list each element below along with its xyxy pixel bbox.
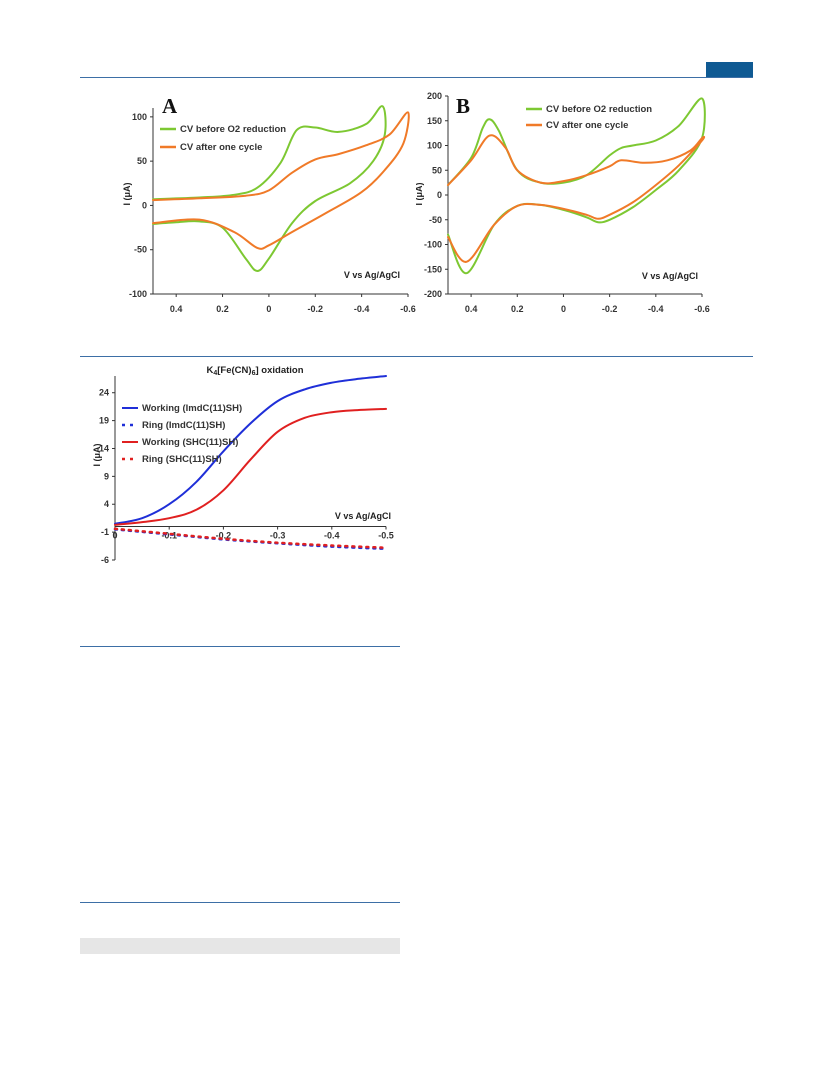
y-tick-label: 50 xyxy=(432,165,442,175)
y-tick-label: 0 xyxy=(142,200,147,210)
y-tick-label: 24 xyxy=(99,388,109,398)
chart-c-lines xyxy=(113,375,388,551)
chart-c-legend-1: Ring (ImdC(11)SH) xyxy=(142,420,225,431)
chart-b-axes: 200 150 100 50 0 -50 -100 -150 -200 0.4 0.2 0 -0.2 -0… xyxy=(424,91,710,314)
chart-c-legend-3: Ring (SHC(11)SH) xyxy=(142,454,222,465)
section-rule-3 xyxy=(80,902,400,903)
chart-a-panel-label: A xyxy=(162,94,178,118)
y-tick-label: -150 xyxy=(424,264,442,274)
header-rule xyxy=(80,77,753,78)
section-rule-2 xyxy=(80,646,400,647)
chart-c-legend-2: Working (SHC(11)SH) xyxy=(142,437,238,448)
y-tick-label: 4 xyxy=(104,499,109,509)
chart-c-legend: Working (ImdC(11)SH) Ring (ImdC(11)SH) W… xyxy=(122,403,242,465)
x-tick-label: -0.2 xyxy=(216,531,232,541)
x-tick-label: 0 xyxy=(561,304,566,314)
y-tick-label: 100 xyxy=(427,141,442,151)
x-tick-label: -0.1 xyxy=(161,531,177,541)
chart-b-panel-label: B xyxy=(456,94,470,118)
y-tick-label: 50 xyxy=(137,156,147,166)
series-line-3 xyxy=(113,527,388,549)
x-tick-label: -0.6 xyxy=(694,304,710,314)
x-tick-label: 0.2 xyxy=(511,304,524,314)
chart-b-lines xyxy=(447,97,706,275)
y-tick-label: 100 xyxy=(132,112,147,122)
chart-a-lines xyxy=(152,105,410,272)
cv-chart-a: 100 50 0 -50 -100 0.4 0.2 0 -0.2 -0.4 -0.6 A CV be… xyxy=(122,94,416,314)
chart-a-ylabel: I (μA) xyxy=(122,182,132,205)
cv-chart-b: 200 150 100 50 0 -50 -100 -150 -200 0.4 0.2 0 -0.2 -0… xyxy=(416,91,710,314)
x-tick-label: -0.2 xyxy=(308,304,324,314)
chart-b-ylabel: I (μA) xyxy=(416,182,424,205)
y-tick-label: 150 xyxy=(427,116,442,126)
y-tick-label: -50 xyxy=(134,245,147,255)
chart-a-legend-green: CV before O2 reduction xyxy=(180,124,286,135)
series-line-2 xyxy=(114,407,387,526)
series-line-0 xyxy=(114,375,387,525)
y-tick-label: -100 xyxy=(129,289,147,299)
x-tick-label: -0.2 xyxy=(602,304,618,314)
x-tick-label: -0.4 xyxy=(354,304,370,314)
chart-a-legend-orange: CV after one cycle xyxy=(180,142,262,153)
chart-c-xlabel: V vs Ag/AgCl xyxy=(335,511,391,521)
series-line-0 xyxy=(152,105,387,272)
x-tick-label: -0.6 xyxy=(400,304,416,314)
y-tick-label: -6 xyxy=(101,555,109,565)
x-tick-label: 0 xyxy=(266,304,271,314)
x-tick-label: 0.4 xyxy=(465,304,478,314)
chart-c-ylabel: I (μA) xyxy=(92,443,102,466)
chart-a-xlabel: V vs Ag/AgCl xyxy=(344,270,400,280)
y-tick-label: -100 xyxy=(424,240,442,250)
x-tick-label: 0.2 xyxy=(216,304,229,314)
chart-a-axes: 100 50 0 -50 -100 0.4 0.2 0 -0.2 -0.4 -0.6 xyxy=(129,108,416,314)
chart-b-legend-green: CV before O2 reduction xyxy=(546,104,652,115)
page-number-tab xyxy=(706,62,753,77)
x-tick-label: 0 xyxy=(112,531,117,541)
y-tick-label: 14 xyxy=(99,443,109,453)
y-tick-label: -200 xyxy=(424,289,442,299)
x-tick-label: 0.4 xyxy=(170,304,183,314)
y-tick-label: 200 xyxy=(427,91,442,101)
y-tick-label: 0 xyxy=(437,190,442,200)
x-tick-label: -0.5 xyxy=(378,531,394,541)
x-tick-label: -0.3 xyxy=(270,531,286,541)
y-tick-label: -1 xyxy=(101,527,109,537)
y-tick-label: -50 xyxy=(429,215,442,225)
series-line-1 xyxy=(152,111,410,250)
x-tick-label: -0.4 xyxy=(648,304,664,314)
chart-c-title: K4[Fe(CN)6] oxidation xyxy=(206,365,303,377)
series-line-1 xyxy=(447,134,706,263)
chart-c-axes: 24 19 14 9 4 -1 -6 0 -0.1 -0.2 -0.3 -0.4 -0.5 xyxy=(99,376,394,565)
gray-band xyxy=(80,938,400,954)
x-tick-label: -0.4 xyxy=(324,531,340,541)
chart-b-legend-orange: CV after one cycle xyxy=(546,120,628,131)
chart-b-xlabel: V vs Ag/AgCl xyxy=(642,271,698,281)
y-tick-label: 9 xyxy=(104,471,109,481)
ferrocyanide-chart: 24 19 14 9 4 -1 -6 0 -0.1 -0.2 -0.3 -0.4 -0.5 K4[Fe(… xyxy=(92,365,394,565)
chart-c-legend-0: Working (ImdC(11)SH) xyxy=(142,403,242,414)
y-tick-label: 19 xyxy=(99,416,109,426)
section-rule-1 xyxy=(80,356,753,357)
